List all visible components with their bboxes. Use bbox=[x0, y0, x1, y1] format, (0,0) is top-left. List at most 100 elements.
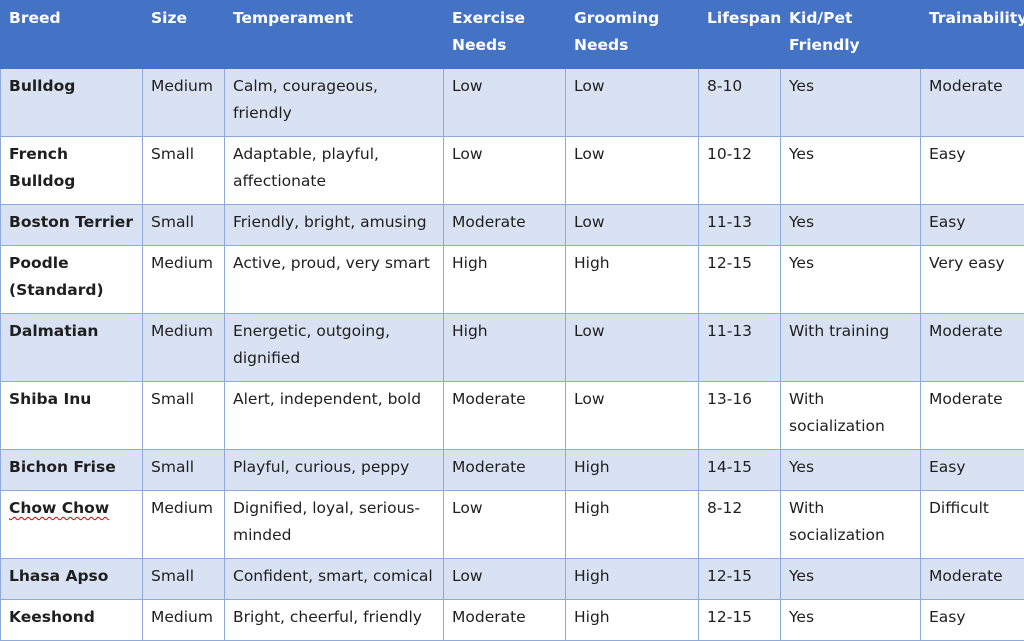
grooming-cell: High bbox=[566, 600, 699, 641]
kid-pet-cell: With training bbox=[781, 314, 921, 382]
breed-cell: Shiba Inu bbox=[1, 382, 143, 450]
table-row: Boston Terrier Small Friendly, bright, a… bbox=[1, 205, 1024, 246]
lifespan-cell: 12-15 bbox=[699, 600, 781, 641]
temperament-cell: Adaptable, playful, affectionate bbox=[225, 137, 444, 205]
breed-cell: Lhasa Apso bbox=[1, 559, 143, 600]
table-row: Chow Chow Medium Dignified, loyal, serio… bbox=[1, 491, 1024, 559]
kid-pet-cell: With socialization bbox=[781, 491, 921, 559]
table-row: Lhasa Apso Small Confident, smart, comic… bbox=[1, 559, 1024, 600]
exercise-cell: Low bbox=[444, 559, 566, 600]
trainability-cell: Very easy bbox=[921, 246, 1024, 314]
table-row: Bichon Frise Small Playful, curious, pep… bbox=[1, 450, 1024, 491]
size-cell: Small bbox=[143, 205, 225, 246]
trainability-cell: Easy bbox=[921, 137, 1024, 205]
grooming-cell: High bbox=[566, 559, 699, 600]
header-trainability: Trainability bbox=[921, 1, 1024, 69]
exercise-cell: Moderate bbox=[444, 600, 566, 641]
temperament-cell: Calm, courageous, friendly bbox=[225, 69, 444, 137]
header-exercise-needs: Exercise Needs bbox=[444, 1, 566, 69]
exercise-cell: Moderate bbox=[444, 205, 566, 246]
temperament-cell: Alert, independent, bold bbox=[225, 382, 444, 450]
temperament-cell: Bright, cheerful, friendly bbox=[225, 600, 444, 641]
kid-pet-cell: Yes bbox=[781, 137, 921, 205]
kid-pet-cell: Yes bbox=[781, 600, 921, 641]
grooming-cell: Low bbox=[566, 137, 699, 205]
table-row: Poodle (Standard) Medium Active, proud, … bbox=[1, 246, 1024, 314]
header-grooming-needs: Grooming Needs bbox=[566, 1, 699, 69]
header-temperament: Temperament bbox=[225, 1, 444, 69]
kid-pet-cell: Yes bbox=[781, 450, 921, 491]
lifespan-cell: 12-15 bbox=[699, 559, 781, 600]
size-cell: Medium bbox=[143, 600, 225, 641]
exercise-cell: Low bbox=[444, 137, 566, 205]
breed-cell: French Bulldog bbox=[1, 137, 143, 205]
grooming-cell: High bbox=[566, 450, 699, 491]
breed-cell: Keeshond bbox=[1, 600, 143, 641]
lifespan-cell: 11-13 bbox=[699, 314, 781, 382]
temperament-cell: Playful, curious, peppy bbox=[225, 450, 444, 491]
breed-cell: Chow Chow bbox=[1, 491, 143, 559]
lifespan-cell: 11-13 bbox=[699, 205, 781, 246]
grooming-cell: Low bbox=[566, 314, 699, 382]
grooming-cell: Low bbox=[566, 69, 699, 137]
header-kid-pet-friendly: Kid/Pet Friendly bbox=[781, 1, 921, 69]
breed-cell: Bichon Frise bbox=[1, 450, 143, 491]
trainability-cell: Moderate bbox=[921, 69, 1024, 137]
breed-cell: Poodle (Standard) bbox=[1, 246, 143, 314]
kid-pet-cell: With socialization bbox=[781, 382, 921, 450]
header-size: Size bbox=[143, 1, 225, 69]
lifespan-cell: 14-15 bbox=[699, 450, 781, 491]
trainability-cell: Moderate bbox=[921, 314, 1024, 382]
spellcheck-underlined-breed: Chow Chow bbox=[9, 499, 109, 517]
trainability-cell: Moderate bbox=[921, 382, 1024, 450]
table-row: Dalmatian Medium Energetic, outgoing, di… bbox=[1, 314, 1024, 382]
table-row: Bulldog Medium Calm, courageous, friendl… bbox=[1, 69, 1024, 137]
size-cell: Small bbox=[143, 382, 225, 450]
breed-cell: Dalmatian bbox=[1, 314, 143, 382]
exercise-cell: Moderate bbox=[444, 382, 566, 450]
size-cell: Small bbox=[143, 450, 225, 491]
size-cell: Medium bbox=[143, 246, 225, 314]
trainability-cell: Easy bbox=[921, 205, 1024, 246]
exercise-cell: High bbox=[444, 314, 566, 382]
lifespan-cell: 12-15 bbox=[699, 246, 781, 314]
breed-cell: Boston Terrier bbox=[1, 205, 143, 246]
trainability-cell: Easy bbox=[921, 450, 1024, 491]
size-cell: Medium bbox=[143, 491, 225, 559]
lifespan-cell: 10-12 bbox=[699, 137, 781, 205]
size-cell: Small bbox=[143, 559, 225, 600]
grooming-cell: High bbox=[566, 246, 699, 314]
temperament-cell: Dignified, loyal, serious-minded bbox=[225, 491, 444, 559]
grooming-cell: High bbox=[566, 491, 699, 559]
trainability-cell: Easy bbox=[921, 600, 1024, 641]
size-cell: Small bbox=[143, 137, 225, 205]
temperament-cell: Energetic, outgoing, dignified bbox=[225, 314, 444, 382]
lifespan-cell: 13-16 bbox=[699, 382, 781, 450]
table-row: French Bulldog Small Adaptable, playful,… bbox=[1, 137, 1024, 205]
breed-cell: Bulldog bbox=[1, 69, 143, 137]
table-row: Keeshond Medium Bright, cheerful, friend… bbox=[1, 600, 1024, 641]
exercise-cell: Low bbox=[444, 69, 566, 137]
grooming-cell: Low bbox=[566, 382, 699, 450]
trainability-cell: Difficult bbox=[921, 491, 1024, 559]
grooming-cell: Low bbox=[566, 205, 699, 246]
exercise-cell: Moderate bbox=[444, 450, 566, 491]
trainability-cell: Moderate bbox=[921, 559, 1024, 600]
exercise-cell: Low bbox=[444, 491, 566, 559]
temperament-cell: Active, proud, very smart bbox=[225, 246, 444, 314]
kid-pet-cell: Yes bbox=[781, 246, 921, 314]
temperament-cell: Friendly, bright, amusing bbox=[225, 205, 444, 246]
lifespan-cell: 8-10 bbox=[699, 69, 781, 137]
exercise-cell: High bbox=[444, 246, 566, 314]
temperament-cell: Confident, smart, comical bbox=[225, 559, 444, 600]
header-row: Breed Size Temperament Exercise Needs Gr… bbox=[1, 1, 1024, 69]
kid-pet-cell: Yes bbox=[781, 69, 921, 137]
lifespan-cell: 8-12 bbox=[699, 491, 781, 559]
table-row: Shiba Inu Small Alert, independent, bold… bbox=[1, 382, 1024, 450]
header-breed: Breed bbox=[1, 1, 143, 69]
header-lifespan: Lifespan bbox=[699, 1, 781, 69]
size-cell: Medium bbox=[143, 69, 225, 137]
kid-pet-cell: Yes bbox=[781, 559, 921, 600]
size-cell: Medium bbox=[143, 314, 225, 382]
